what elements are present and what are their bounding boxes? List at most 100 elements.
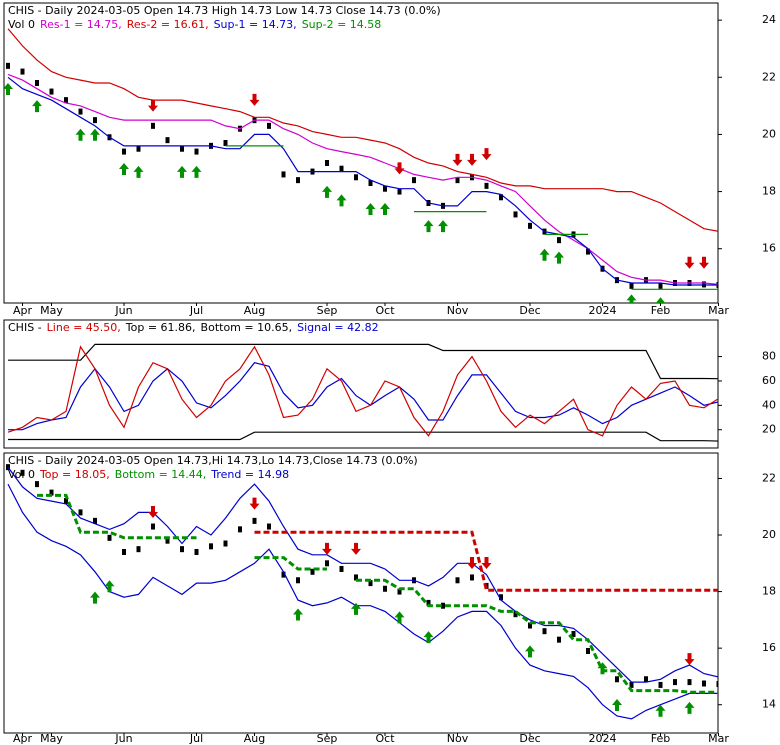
price-bar [310, 568, 315, 575]
price-bar [499, 194, 503, 201]
price-bar [426, 599, 431, 606]
price-bar [78, 509, 83, 516]
header-item: Top = 61.86, [125, 321, 196, 334]
price-bar [165, 137, 170, 144]
y-tick-label: 16 [762, 242, 776, 255]
price-bar [238, 526, 242, 533]
header-item: Top = 18.05, [39, 468, 110, 481]
price-bar [194, 148, 199, 155]
buy-arrow [177, 165, 187, 178]
header-item: Vol 0 [8, 468, 35, 481]
buy-arrow [597, 662, 608, 675]
sell-arrow [699, 256, 709, 269]
y-tick-label: 16 [762, 641, 776, 654]
buy-arrow [554, 251, 564, 264]
header-line: CHIS - Daily 2024-03-05 Open 14.73 High … [8, 4, 441, 17]
sell-arrow [148, 99, 158, 112]
panel: 16 18 20 22 24 CHIS - Daily 2024-03-05 Open 1… [3, 2, 776, 317]
buy-arrow [119, 163, 129, 175]
x-tick-label: Aug [244, 304, 265, 317]
price-bar [64, 97, 68, 104]
price-bar [296, 177, 300, 184]
price-bar [383, 585, 387, 592]
buy-arrow [75, 128, 86, 141]
header-item: Line = 45.50, [47, 321, 121, 334]
x-tick-label: Mar [708, 304, 729, 317]
price-bar [441, 602, 445, 609]
x-tick-label: Oct [375, 732, 395, 745]
buy-arrow [4, 83, 13, 95]
price-bar [383, 185, 387, 192]
buy-arrow [336, 194, 347, 207]
sell-arrow [148, 506, 158, 519]
panel-frame [3, 2, 719, 304]
price-bar [281, 171, 286, 178]
price-bar [455, 177, 460, 184]
y-tick-label: 20 [762, 127, 776, 140]
x-tick-label: 2024 [589, 732, 617, 745]
price-bar [513, 611, 518, 618]
header-line: CHIS - Line = 45.50, Top = 61.86, Bottom = … [8, 321, 379, 334]
price-bar [557, 636, 561, 643]
price-bar [528, 222, 532, 229]
sell-arrow [351, 542, 361, 555]
buy-arrow [191, 165, 202, 178]
header-item: Sup-2 = 14.58 [302, 18, 382, 31]
sell-arrow [452, 153, 463, 166]
buy-arrow [104, 580, 115, 593]
price-bar [658, 282, 663, 289]
x-tick-label: Jun [114, 304, 132, 317]
buy-arrow [90, 128, 100, 141]
price-bar [267, 523, 271, 530]
price-bar [716, 681, 718, 688]
header-item: CHIS - Daily 2024-03-05 Open 14.73,Hi 14… [8, 454, 418, 467]
price-bar [122, 148, 126, 155]
price-bar [658, 681, 663, 688]
price-bar [267, 122, 271, 129]
x-tick-label: Jul [189, 304, 203, 317]
header-line: Vol 0 Top = 18.05, Bottom = 14.44, Trend = … [8, 468, 289, 481]
x-tick-label: 2024 [589, 304, 617, 317]
price-bar [136, 546, 141, 553]
price-bar [629, 681, 634, 688]
price-bar [586, 647, 590, 654]
price-bar [368, 580, 373, 587]
x-tick-label: Dec [519, 732, 540, 745]
y-tick-label: 20 [762, 423, 776, 436]
header-item: Res-2 = 16.61, [127, 18, 209, 31]
x-tick-label: Feb [651, 304, 670, 317]
price-bar [49, 489, 54, 496]
header-line: Vol 0 Res-1 = 14.75, Res-2 = 16.61, Sup-1 =… [8, 18, 381, 31]
y-tick-label: 14 [762, 698, 776, 711]
x-tick-label: Jun [114, 732, 132, 745]
buy-arrow [133, 165, 144, 178]
price-bar [702, 680, 706, 687]
price-bar [20, 469, 25, 476]
level-line [254, 530, 718, 592]
y-tick-label: 22 [762, 70, 776, 83]
indicator-line [8, 431, 718, 442]
indicator-line [8, 343, 718, 380]
price-bar [78, 108, 83, 115]
price-bar [151, 122, 155, 129]
x-tick-label: Jul [189, 732, 203, 745]
buy-arrow [655, 704, 666, 717]
buy-arrow [626, 294, 637, 303]
x-tick-label: Nov [447, 304, 469, 317]
price-bar [281, 571, 286, 578]
buy-arrow [380, 203, 390, 215]
y-tick-label: 18 [762, 585, 776, 598]
x-tick-label: Sep [317, 732, 338, 745]
price-bar [122, 548, 126, 555]
price-bar [223, 540, 228, 547]
panel-frame [3, 319, 719, 449]
y-tick-label: 18 [762, 185, 776, 198]
price-bar [180, 145, 184, 152]
price-bar [354, 174, 358, 181]
price-bar [528, 622, 532, 629]
buy-arrow [293, 608, 303, 621]
price-bar [470, 574, 474, 581]
y-tick-label: 40 [762, 398, 776, 411]
sell-arrow [467, 556, 477, 569]
price-bar [615, 676, 619, 683]
